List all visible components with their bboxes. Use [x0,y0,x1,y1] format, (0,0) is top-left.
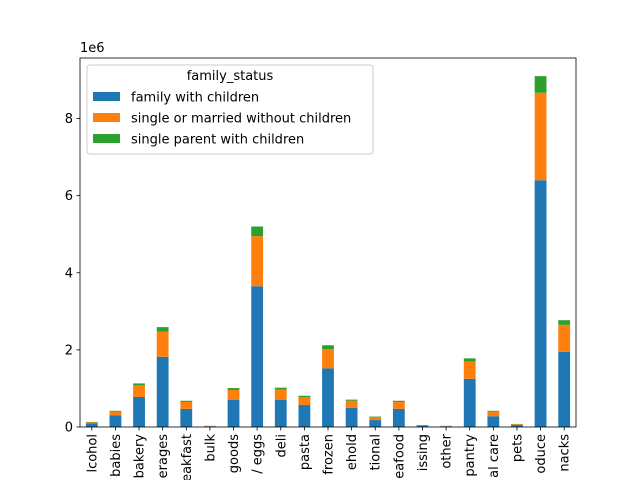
bar-beverages-series-2 [156,327,169,332]
x-tick-label: other [440,433,455,468]
bar-bakery-series-0 [133,396,145,427]
bar-snacks-series-0 [558,351,571,427]
bar-pantry-series-2 [463,358,476,362]
bar-frozen-series-2 [322,345,334,350]
bar-dry-goods-pasta-series-1 [298,397,311,406]
bar-international-series-0 [369,420,382,427]
bar-produce-series-0 [534,180,547,427]
bar-bakery-series-2 [133,383,145,386]
bar-household-series-0 [345,407,358,427]
bar-babies-series-1 [109,411,122,416]
x-tick-label: eakfast [180,434,195,480]
bar-beverages-series-0 [156,356,169,427]
bar-breakfast-series-2 [180,400,193,402]
x-tick-label: goods [227,434,242,473]
y-tick-label: 6 [65,189,73,204]
bar-dry-goods-pasta-series-2 [298,395,311,398]
x-tick-label: issing [416,434,431,471]
bar-bakery-series-1 [133,385,145,397]
x-tick-label: tional [369,434,384,470]
x-tick-label: deli [274,434,289,457]
bar-produce-series-2 [534,76,547,93]
bar-personal-care-series-1 [487,411,500,417]
x-tick-label: nacks [558,434,573,472]
legend-entry: single parent with children [131,133,304,148]
bar-household-series-2 [345,399,358,401]
bar-canned-goods-series-0 [227,400,240,427]
bar-babies-series-2 [109,410,122,412]
x-tick-label: al care [487,434,502,478]
y-tick-label: 0 [65,421,73,436]
bar-missing-series-0 [416,425,429,427]
legend-swatch [93,113,120,122]
x-tick-label: ehold [345,434,360,470]
y-tick-label: 2 [65,343,73,358]
bar-pantry-series-1 [463,361,476,379]
bar-household-series-1 [345,400,358,408]
x-tick-label: pasta [298,434,313,470]
bar-produce-series-1 [534,92,547,181]
bar-beverages-series-1 [156,331,169,357]
bar-deli-series-1 [274,389,287,401]
bar-pantry-series-0 [463,378,476,427]
x-tick-label: oduce [534,434,549,474]
bar-snacks-series-2 [558,320,571,325]
y-tick-label: 8 [65,112,73,127]
y-axis-offset-label: 1e6 [80,41,105,56]
legend-swatch [93,134,120,143]
x-tick-label: pantry [463,434,478,477]
bar-canned-goods-series-2 [227,388,240,390]
bar-snacks-series-1 [558,324,571,352]
bar-deli-series-2 [274,387,287,390]
x-tick-label: bakery [133,434,148,479]
bar-dairy-eggs-series-2 [251,226,264,237]
axes-group: 0 2 4 6 8 lcohol babies bakery erages eakfast bulk… [65,57,577,480]
x-tick-label: babies [109,434,124,477]
bar-deli-series-0 [274,400,287,427]
bar-frozen-series-1 [322,349,334,369]
y-tick-label: 4 [65,266,73,281]
x-tick-label: / eggs [251,434,266,474]
x-tick-label: lcohol [85,434,100,473]
bar-pets-series-0 [511,425,523,427]
bar-dairy-eggs-series-0 [251,286,264,427]
bar-meat-seafood-series-1 [392,401,405,409]
bar-breakfast-series-0 [180,408,193,427]
x-tick-label: bulk [203,434,218,462]
x-tick-label: eafood [392,434,407,479]
legend-title: family_status [187,69,274,84]
bar-meat-seafood-series-0 [392,408,405,427]
legend-swatch [93,92,120,101]
bar-personal-care-series-2 [487,410,500,412]
bar-canned-goods-series-1 [227,389,240,401]
bar-meat-seafood-series-2 [392,400,405,402]
bar-international-series-2 [369,416,382,418]
bar-international-series-1 [369,417,382,421]
legend-box [86,64,374,155]
bar-pets-series-1 [511,424,523,426]
x-tick-label: erages [156,434,171,479]
bar-dairy-eggs-series-1 [251,236,264,287]
legend-entry: family with children [131,91,259,106]
bar-alcohol-series-0 [85,423,98,427]
bar-babies-series-0 [109,415,122,427]
bar-frozen-series-0 [322,368,334,427]
x-tick-label: frozen [322,434,337,475]
bar-dry-goods-pasta-series-0 [298,405,311,427]
bar-breakfast-series-1 [180,401,193,409]
x-tick-label: pets [510,434,525,462]
bar-alcohol-series-1 [85,422,98,424]
bar-personal-care-series-0 [487,416,500,427]
legend-entry: single or married without children [131,112,351,127]
bars-group [85,76,571,427]
